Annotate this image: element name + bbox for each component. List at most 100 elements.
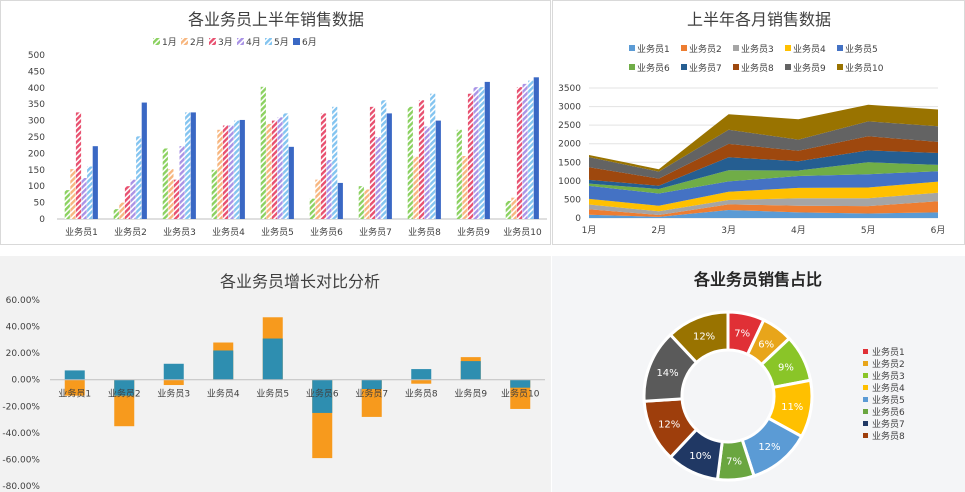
bar xyxy=(271,120,278,219)
slice-value-label: 7% xyxy=(734,329,750,340)
y-tick-label: 0 xyxy=(575,214,581,224)
legend-swatch xyxy=(837,45,843,51)
legend-label: 业务员2 xyxy=(689,43,722,55)
bar xyxy=(467,93,474,219)
y-tick-label: 350 xyxy=(28,100,45,110)
growth-bar xyxy=(64,370,85,380)
legend-label: 业务员5 xyxy=(845,43,878,55)
growth-bar xyxy=(213,350,234,380)
bar xyxy=(505,200,511,219)
bar xyxy=(81,178,87,219)
bar xyxy=(130,179,136,219)
legend-label: 业务员6 xyxy=(637,62,670,74)
bar xyxy=(424,126,430,219)
bar xyxy=(484,81,490,219)
legend-label: 业务员5 xyxy=(872,394,905,406)
x-tick-label: 业务员9 xyxy=(457,226,490,238)
legend-label: 6月 xyxy=(302,37,317,48)
y-tick-label: 450 xyxy=(28,67,45,77)
slice-value-label: 12% xyxy=(658,420,680,431)
legend-label: 业务员1 xyxy=(872,346,905,358)
legend-label: 业务员3 xyxy=(872,370,905,382)
bar xyxy=(364,189,370,219)
bar xyxy=(337,182,343,219)
sales-share-donut-chart-panel: 各业务员销售占比 7% 6% 9% 11% 12% 7% 10% 12% 14% 12% 业务员1 业务… xyxy=(552,256,965,492)
growth-bar xyxy=(361,379,382,390)
legend-swatch xyxy=(629,45,635,51)
x-tick-label: 业务员5 xyxy=(256,388,289,400)
growth-bar xyxy=(312,379,333,413)
y-tick-label: 40.00% xyxy=(6,323,41,333)
legend-label: 业务员6 xyxy=(872,406,905,418)
bar xyxy=(141,102,147,219)
bar xyxy=(413,156,419,219)
legend-swatch xyxy=(863,385,868,390)
legend-label: 业务员8 xyxy=(741,62,774,74)
area-series xyxy=(589,210,938,218)
slice-value-label: 12% xyxy=(758,442,780,453)
y-tick-label: 0 xyxy=(39,215,45,225)
y-tick-label: 1000 xyxy=(558,177,581,187)
bar xyxy=(217,129,223,219)
slice-value-label: 11% xyxy=(781,402,803,413)
legend-swatch xyxy=(785,45,791,51)
y-tick-label: -80.00% xyxy=(2,482,40,492)
growth-bar xyxy=(411,369,432,380)
legend-label: 业务员3 xyxy=(741,43,774,55)
x-tick-label: 3月 xyxy=(721,225,736,236)
legend-swatch xyxy=(863,361,868,366)
legend-label: 业务员7 xyxy=(872,418,905,430)
area-series xyxy=(589,150,938,189)
area-series xyxy=(589,136,938,186)
bar xyxy=(511,197,517,219)
x-tick-label: 2月 xyxy=(651,225,666,236)
x-tick-label: 业务员4 xyxy=(207,388,240,400)
bar xyxy=(386,113,392,219)
y-tick-label: 300 xyxy=(28,117,45,127)
legend-swatch xyxy=(863,433,868,438)
legend-label: 3月 xyxy=(218,37,233,48)
slice-value-label: 7% xyxy=(726,457,742,468)
bar xyxy=(260,86,266,219)
x-tick-label: 业务员4 xyxy=(212,226,245,238)
bar xyxy=(283,113,289,219)
x-tick-label: 业务员6 xyxy=(310,226,343,238)
growth-bar xyxy=(163,379,184,386)
bar xyxy=(369,106,376,219)
growth-bar xyxy=(361,379,382,417)
bar xyxy=(522,83,528,219)
bar xyxy=(516,87,523,219)
bar xyxy=(70,169,76,219)
bar xyxy=(113,209,119,219)
x-tick-label: 业务员6 xyxy=(306,388,339,400)
y-tick-label: 400 xyxy=(28,84,45,94)
x-tick-label: 业务员1 xyxy=(65,226,98,238)
area-series xyxy=(589,162,938,194)
slice-value-label: 14% xyxy=(656,368,678,379)
bar xyxy=(418,100,425,219)
bar xyxy=(239,119,245,219)
y-tick-label: 1500 xyxy=(558,158,581,168)
y-tick-label: 100 xyxy=(28,182,45,192)
bar xyxy=(407,106,413,219)
legend-swatch xyxy=(863,373,868,378)
bar xyxy=(234,120,240,219)
chart-title: 上半年各月销售数据 xyxy=(687,10,831,29)
slice-value-label: 6% xyxy=(758,339,774,350)
y-tick-label: 50 xyxy=(34,199,46,209)
growth-bar xyxy=(163,363,184,380)
x-tick-label: 5月 xyxy=(861,225,876,236)
monthly-stacked-area-chart-panel: 上半年各月销售数据 业务员1 业务员2 业务员3 业务员4 业务员5 业务员6 业务员7 业务员… xyxy=(552,0,965,245)
legend-label: 业务员8 xyxy=(872,430,905,442)
legend-swatch xyxy=(153,38,160,45)
bar xyxy=(136,136,142,219)
x-tick-label: 业务员5 xyxy=(261,226,294,238)
bar xyxy=(222,125,229,219)
legend-swatch xyxy=(733,64,739,70)
area-series xyxy=(589,201,938,217)
slice-value-label: 9% xyxy=(778,362,794,373)
bar xyxy=(75,112,82,219)
growth-bar xyxy=(510,379,531,388)
y-tick-label: 3500 xyxy=(558,84,581,94)
